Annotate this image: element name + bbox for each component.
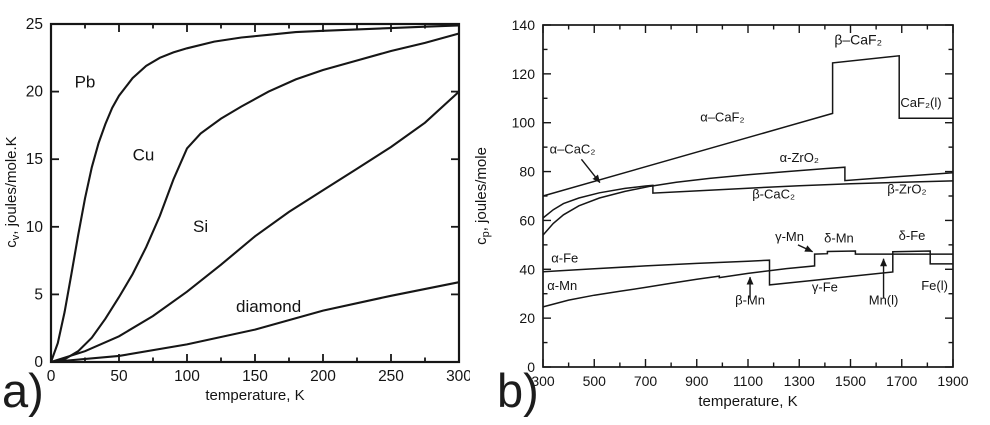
series-CaC2 [542,180,954,219]
gamma-Mn-arrow [797,244,814,253]
series-CaF2 [542,54,953,197]
y-tick-label: 40 [519,261,535,277]
curve-label-gamma-Mn: γ-Mn [775,229,804,244]
alpha-CaC2-arrow [580,158,601,183]
x-axis-label: temperature, K [698,393,797,410]
curve-label-alpha-CaC2: α–CaC₂ [550,141,596,156]
y-axis-label: cp, joules/mole [473,147,492,245]
x-tick-label: 900 [685,373,709,389]
y-tick-label: 10 [26,219,44,236]
y-tick-label: 140 [512,17,536,33]
curve-label-CaF2-liquid: CaF₂(l) [900,95,941,110]
x-tick-label: 150 [242,368,268,385]
x-tick-label: 1900 [937,373,968,389]
y-axis-label: cv, joules/mole.K [3,136,22,247]
cp-vs-temperature-chart: 300 500 700 900 1100 1300 1500 1700 1900 0 20 40 60 8… [473,17,969,410]
y-tick-label: 20 [519,310,535,326]
x-tick-label: 300 [531,373,555,389]
y-tick-label: 0 [527,359,535,375]
plot-layer: 300 500 700 900 1100 1300 1500 1700 1900 0 20 40 60 8… [512,17,969,389]
x-tick-label: 500 [583,373,607,389]
series-Fe [542,250,953,286]
curve-label-alpha-CaF2: α–CaF₂ [700,109,744,124]
curve-label-gamma-Fe: γ-Fe [812,279,838,294]
cv-vs-temperature-chart: 0 50 100 150 200 250 300 0 5 10 15 20 25 Pb Cu Si diamon… [3,16,470,404]
series-ZrO2 [542,166,954,236]
y-tick-label: 15 [26,151,43,168]
y-tick-label: 5 [34,286,43,303]
x-axis-label: temperature, K [205,387,304,404]
series-Mn [542,250,953,308]
x-tick-label: 250 [378,368,404,385]
panel-label-a: a) [2,364,44,417]
curve-label-Fe-liquid: Fe(l) [921,278,948,293]
curve-label-alpha-ZrO2: α-ZrO₂ [780,150,819,165]
curve-label-Si: Si [193,217,208,236]
curve-label-diamond: diamond [236,297,301,316]
y-tick-label: 0 [34,354,43,371]
curve-label-alpha-Mn: α-Mn [547,278,577,293]
x-tick-label: 0 [47,368,56,385]
panel-label-b: b) [497,364,539,417]
y-tick-label: 20 [26,84,44,101]
curve-label-beta-CaF2: β–CaF₂ [834,32,882,48]
curve-label-delta-Fe: δ-Fe [899,228,926,243]
series-Si [50,90,460,364]
x-tick-label: 100 [174,368,200,385]
curve-label-Pb: Pb [75,73,96,92]
y-tick-label: 100 [512,115,536,131]
y-tick-label: 25 [26,16,43,33]
x-tick-label: 1500 [835,373,866,389]
series-diamond [50,281,460,364]
curve-label-alpha-Fe: α-Fe [551,250,578,265]
x-tick-label: 1700 [886,373,917,389]
x-tick-label: 700 [634,373,658,389]
curve-label-Mn-liquid: Mn(l) [869,293,899,308]
x-tick-label: 300 [446,368,470,385]
x-tick-label: 200 [310,368,336,385]
curve-label-beta-ZrO2: β-ZrO₂ [887,182,926,197]
curve-label-delta-Mn: δ-Mn [824,230,854,245]
plot-layer: 0 50 100 150 200 250 300 0 5 10 15 20 25 Pb Cu Si diamon… [26,16,470,385]
x-tick-label: 1300 [784,373,815,389]
x-tick-label: 50 [110,368,128,385]
y-tick-label: 120 [512,66,536,82]
series-Pb [50,24,460,363]
y-tick-label: 80 [519,164,535,180]
y-tick-label: 60 [519,212,535,228]
x-tick-label: 1100 [733,373,763,389]
curve-label-Cu: Cu [133,146,155,165]
curve-label-beta-CaC2: β-CaC₂ [752,186,795,201]
curve-label-beta-Mn: β-Mn [735,293,765,308]
series-Cu [50,32,460,364]
